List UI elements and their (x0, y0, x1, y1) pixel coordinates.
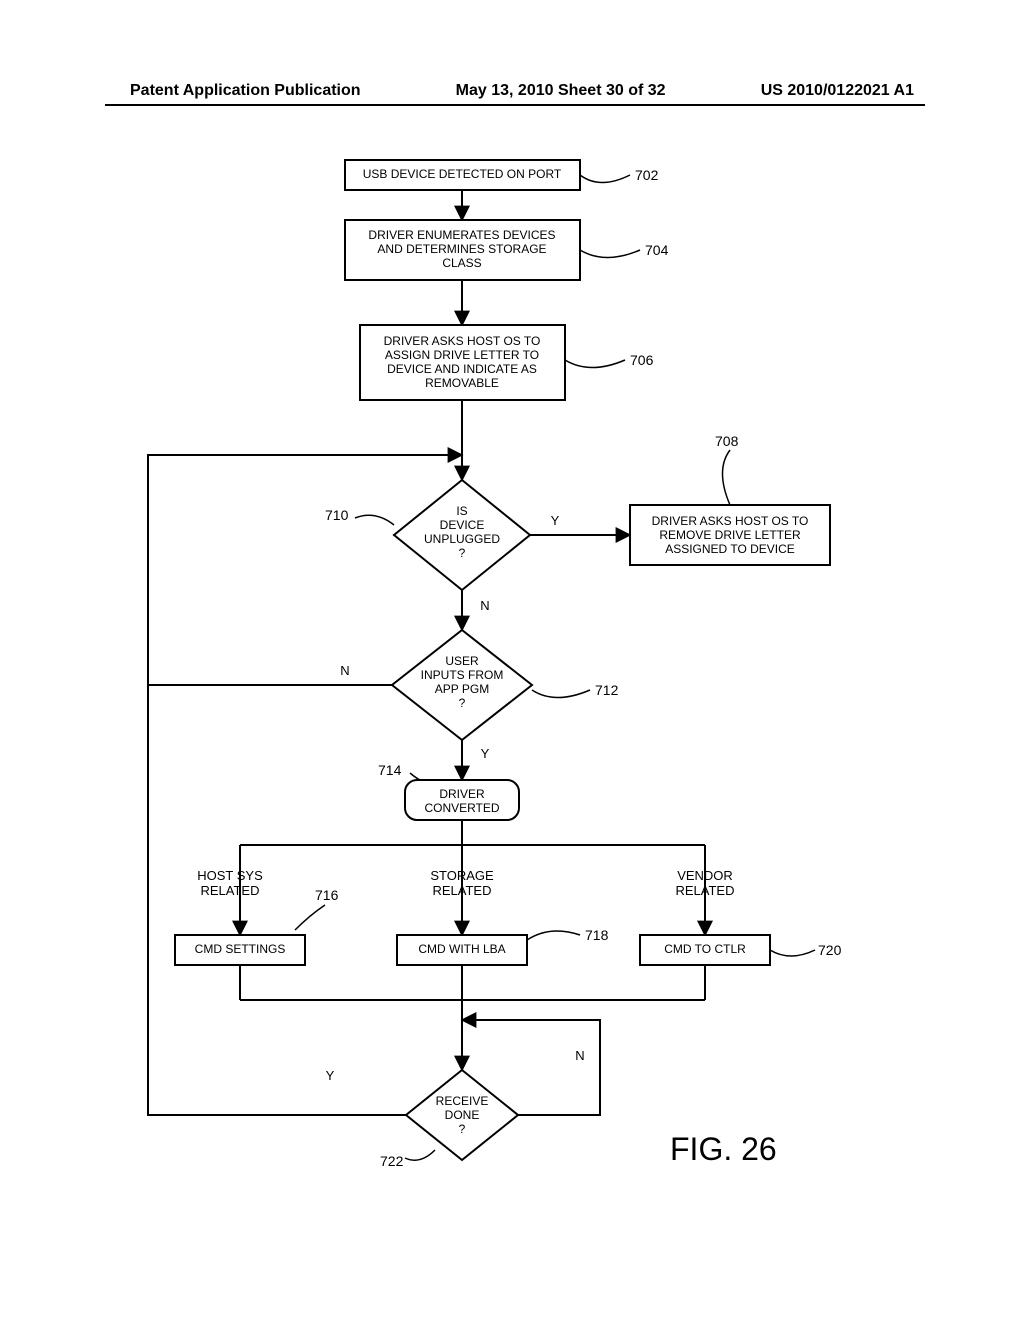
node-702: USB DEVICE DETECTED ON PORT 702 (345, 160, 659, 190)
node-718: CMD WITH LBA 718 (397, 927, 609, 965)
node-716: CMD SETTINGS 716 (175, 887, 339, 965)
figure-label: FIG. 26 (670, 1131, 777, 1167)
label-vendor-1: VENDOR (677, 868, 733, 883)
label-host-sys-1: HOST SYS (197, 868, 263, 883)
ref-708: 708 (715, 433, 739, 449)
svg-text:CMD WITH LBA: CMD WITH LBA (418, 942, 505, 956)
svg-text:DONE: DONE (445, 1108, 480, 1122)
ref-722: 722 (380, 1153, 404, 1169)
header-rule (105, 104, 925, 106)
ref-702: 702 (635, 167, 659, 183)
svg-text:CLASS: CLASS (442, 256, 481, 270)
svg-text:?: ? (459, 696, 466, 710)
node-714: DRIVER CONVERTED (405, 780, 519, 820)
node-722: RECEIVE DONE ? 722 (380, 1070, 518, 1169)
svg-text:ASSIGNED TO DEVICE: ASSIGNED TO DEVICE (665, 542, 795, 556)
ref-718: 718 (585, 927, 609, 943)
edge-722-y-loop (148, 685, 406, 1115)
label-712-y: Y (481, 746, 490, 761)
label-722-n: N (575, 1048, 584, 1063)
svg-text:?: ? (459, 1122, 466, 1136)
ref-710: 710 (325, 507, 349, 523)
svg-text:CMD SETTINGS: CMD SETTINGS (195, 942, 286, 956)
node-702-text: USB DEVICE DETECTED ON PORT (363, 167, 562, 181)
label-712-n: N (340, 663, 349, 678)
svg-text:CONVERTED: CONVERTED (424, 801, 499, 815)
svg-text:ASSIGN DRIVE LETTER TO: ASSIGN DRIVE LETTER TO (385, 348, 539, 362)
svg-text:RECEIVE: RECEIVE (436, 1094, 489, 1108)
svg-text:DRIVER ASKS HOST OS TO: DRIVER ASKS HOST OS TO (652, 514, 809, 528)
header-left: Patent Application Publication (130, 82, 361, 100)
node-712: USER INPUTS FROM APP PGM ? 712 (392, 630, 619, 740)
ref-704: 704 (645, 242, 669, 258)
label-710-y: Y (551, 513, 560, 528)
svg-text:REMOVE DRIVE LETTER: REMOVE DRIVE LETTER (659, 528, 801, 542)
header-right: US 2010/0122021 A1 (761, 82, 914, 100)
ref-716: 716 (315, 887, 339, 903)
label-vendor-2: RELATED (676, 883, 735, 898)
header-center: May 13, 2010 Sheet 30 of 32 (456, 82, 666, 100)
label-storage-2: RELATED (433, 883, 492, 898)
svg-text:USER: USER (445, 654, 479, 668)
ref-720: 720 (818, 942, 842, 958)
svg-text:APP PGM: APP PGM (435, 682, 489, 696)
svg-text:AND DETERMINES STORAGE: AND DETERMINES STORAGE (377, 242, 546, 256)
label-722-y: Y (326, 1068, 335, 1083)
edge-712-loop (148, 455, 462, 685)
ref-714: 714 (378, 762, 402, 778)
svg-text:DRIVER: DRIVER (439, 787, 485, 801)
label-host-sys-2: RELATED (201, 883, 260, 898)
page-header: Patent Application Publication May 13, 2… (0, 82, 1024, 100)
svg-text:DRIVER ASKS HOST OS TO: DRIVER ASKS HOST OS TO (384, 334, 541, 348)
svg-text:CMD TO CTLR: CMD TO CTLR (664, 942, 746, 956)
node-710: IS DEVICE UNPLUGGED ? 710 (325, 480, 530, 590)
page: Patent Application Publication May 13, 2… (0, 0, 1024, 1320)
node-704: DRIVER ENUMERATES DEVICES AND DETERMINES… (345, 220, 669, 280)
svg-text:DEVICE: DEVICE (440, 518, 485, 532)
node-708: DRIVER ASKS HOST OS TO REMOVE DRIVE LETT… (630, 433, 830, 565)
label-storage-1: STORAGE (430, 868, 494, 883)
svg-text:?: ? (459, 546, 466, 560)
node-706: DRIVER ASKS HOST OS TO ASSIGN DRIVE LETT… (360, 325, 654, 400)
svg-text:DEVICE AND INDICATE AS: DEVICE AND INDICATE AS (387, 362, 537, 376)
node-720: CMD TO CTLR 720 (640, 935, 842, 965)
svg-text:DRIVER ENUMERATES DEVICES: DRIVER ENUMERATES DEVICES (368, 228, 555, 242)
svg-text:UNPLUGGED: UNPLUGGED (424, 532, 500, 546)
ref-712: 712 (595, 682, 619, 698)
svg-text:INPUTS FROM: INPUTS FROM (421, 668, 504, 682)
svg-text:REMOVABLE: REMOVABLE (425, 376, 499, 390)
label-710-n: N (480, 598, 489, 613)
svg-text:IS: IS (456, 504, 467, 518)
ref-706: 706 (630, 352, 654, 368)
flowchart: USB DEVICE DETECTED ON PORT 702 DRIVER E… (100, 150, 930, 1250)
